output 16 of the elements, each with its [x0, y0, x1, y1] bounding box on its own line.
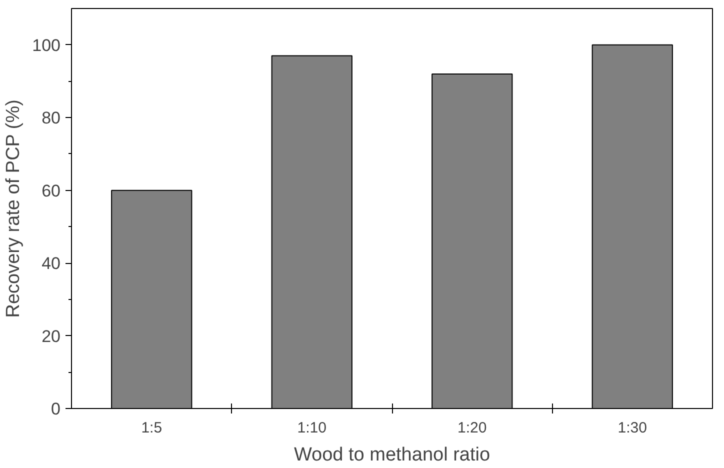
bar	[592, 44, 673, 408]
x-tick-label: 1:5	[141, 420, 162, 436]
y-tick-label: 100	[32, 36, 61, 55]
bar	[271, 55, 352, 408]
y-tick-label: 40	[42, 254, 61, 274]
bar	[432, 73, 513, 408]
bar	[111, 190, 192, 408]
x-axis-title: Wood to methanol ratio	[294, 444, 490, 466]
y-tick-label: 0	[51, 400, 61, 418]
x-tick-label: 1:30	[618, 420, 647, 436]
y-tick-label: 20	[42, 326, 61, 346]
x-tick-label: 1:10	[297, 420, 326, 436]
y-tick-label: 80	[42, 108, 61, 128]
x-tick-label: 1:20	[458, 420, 487, 436]
y-tick-label: 60	[42, 181, 61, 200]
y-axis-title: Recovery rate of PCP (%)	[3, 100, 24, 318]
